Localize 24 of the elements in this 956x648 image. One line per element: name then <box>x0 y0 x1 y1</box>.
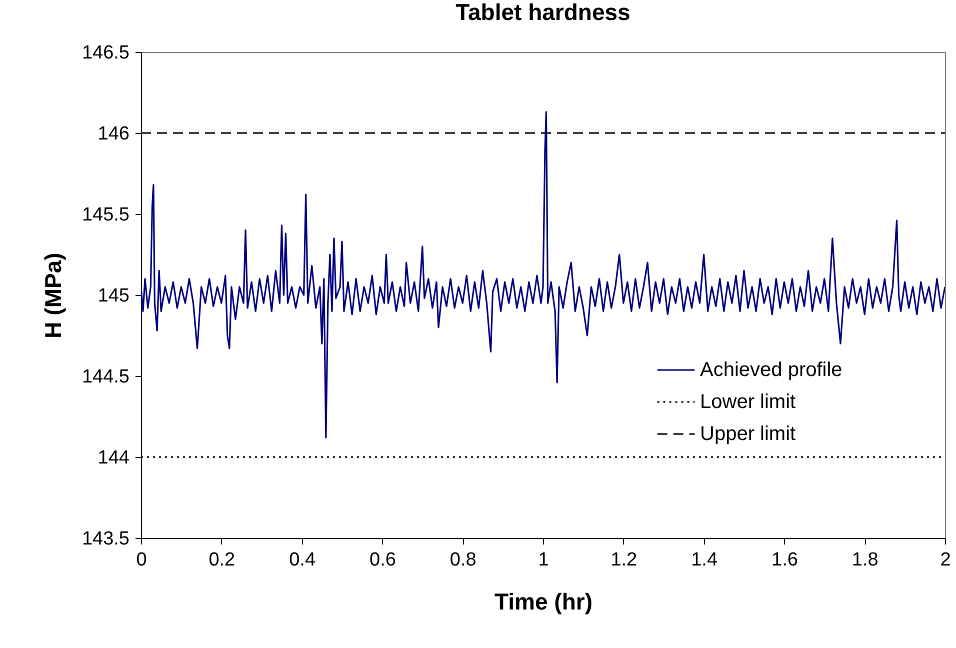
x-tick-label: 0.2 <box>208 550 236 570</box>
legend-label: Achieved profile <box>700 359 842 381</box>
x-axis-title: Time (hr) <box>494 588 592 614</box>
y-tick-label: 146.5 <box>82 42 130 64</box>
x-tick-label: 0.4 <box>289 550 316 570</box>
x-tick-label: 0 <box>136 550 147 570</box>
x-tick-label: 1.2 <box>610 550 638 570</box>
y-tick-label: 145 <box>98 286 130 306</box>
chart-title: Tablet hardness <box>456 0 630 25</box>
y-tick-label: 143.5 <box>82 528 130 550</box>
x-tick-label: 1.4 <box>691 550 718 570</box>
x-tick-label: 0.8 <box>450 550 476 570</box>
legend-label: Lower limit <box>700 391 796 413</box>
x-tick-label: 1.6 <box>771 550 798 570</box>
y-axis-title: H (MPa) <box>40 252 66 338</box>
legend-label: Upper limit <box>700 423 796 445</box>
y-tick-label: 146 <box>98 124 130 144</box>
x-tick-label: 0.6 <box>369 550 396 570</box>
x-tick-label: 1 <box>538 550 549 570</box>
x-tick-label: 2 <box>940 550 951 570</box>
y-tick-label: 145.5 <box>82 204 130 226</box>
y-tick-label: 144.5 <box>82 366 130 388</box>
x-tick-label: 1.8 <box>852 550 878 570</box>
y-tick-label: 144 <box>98 448 130 468</box>
